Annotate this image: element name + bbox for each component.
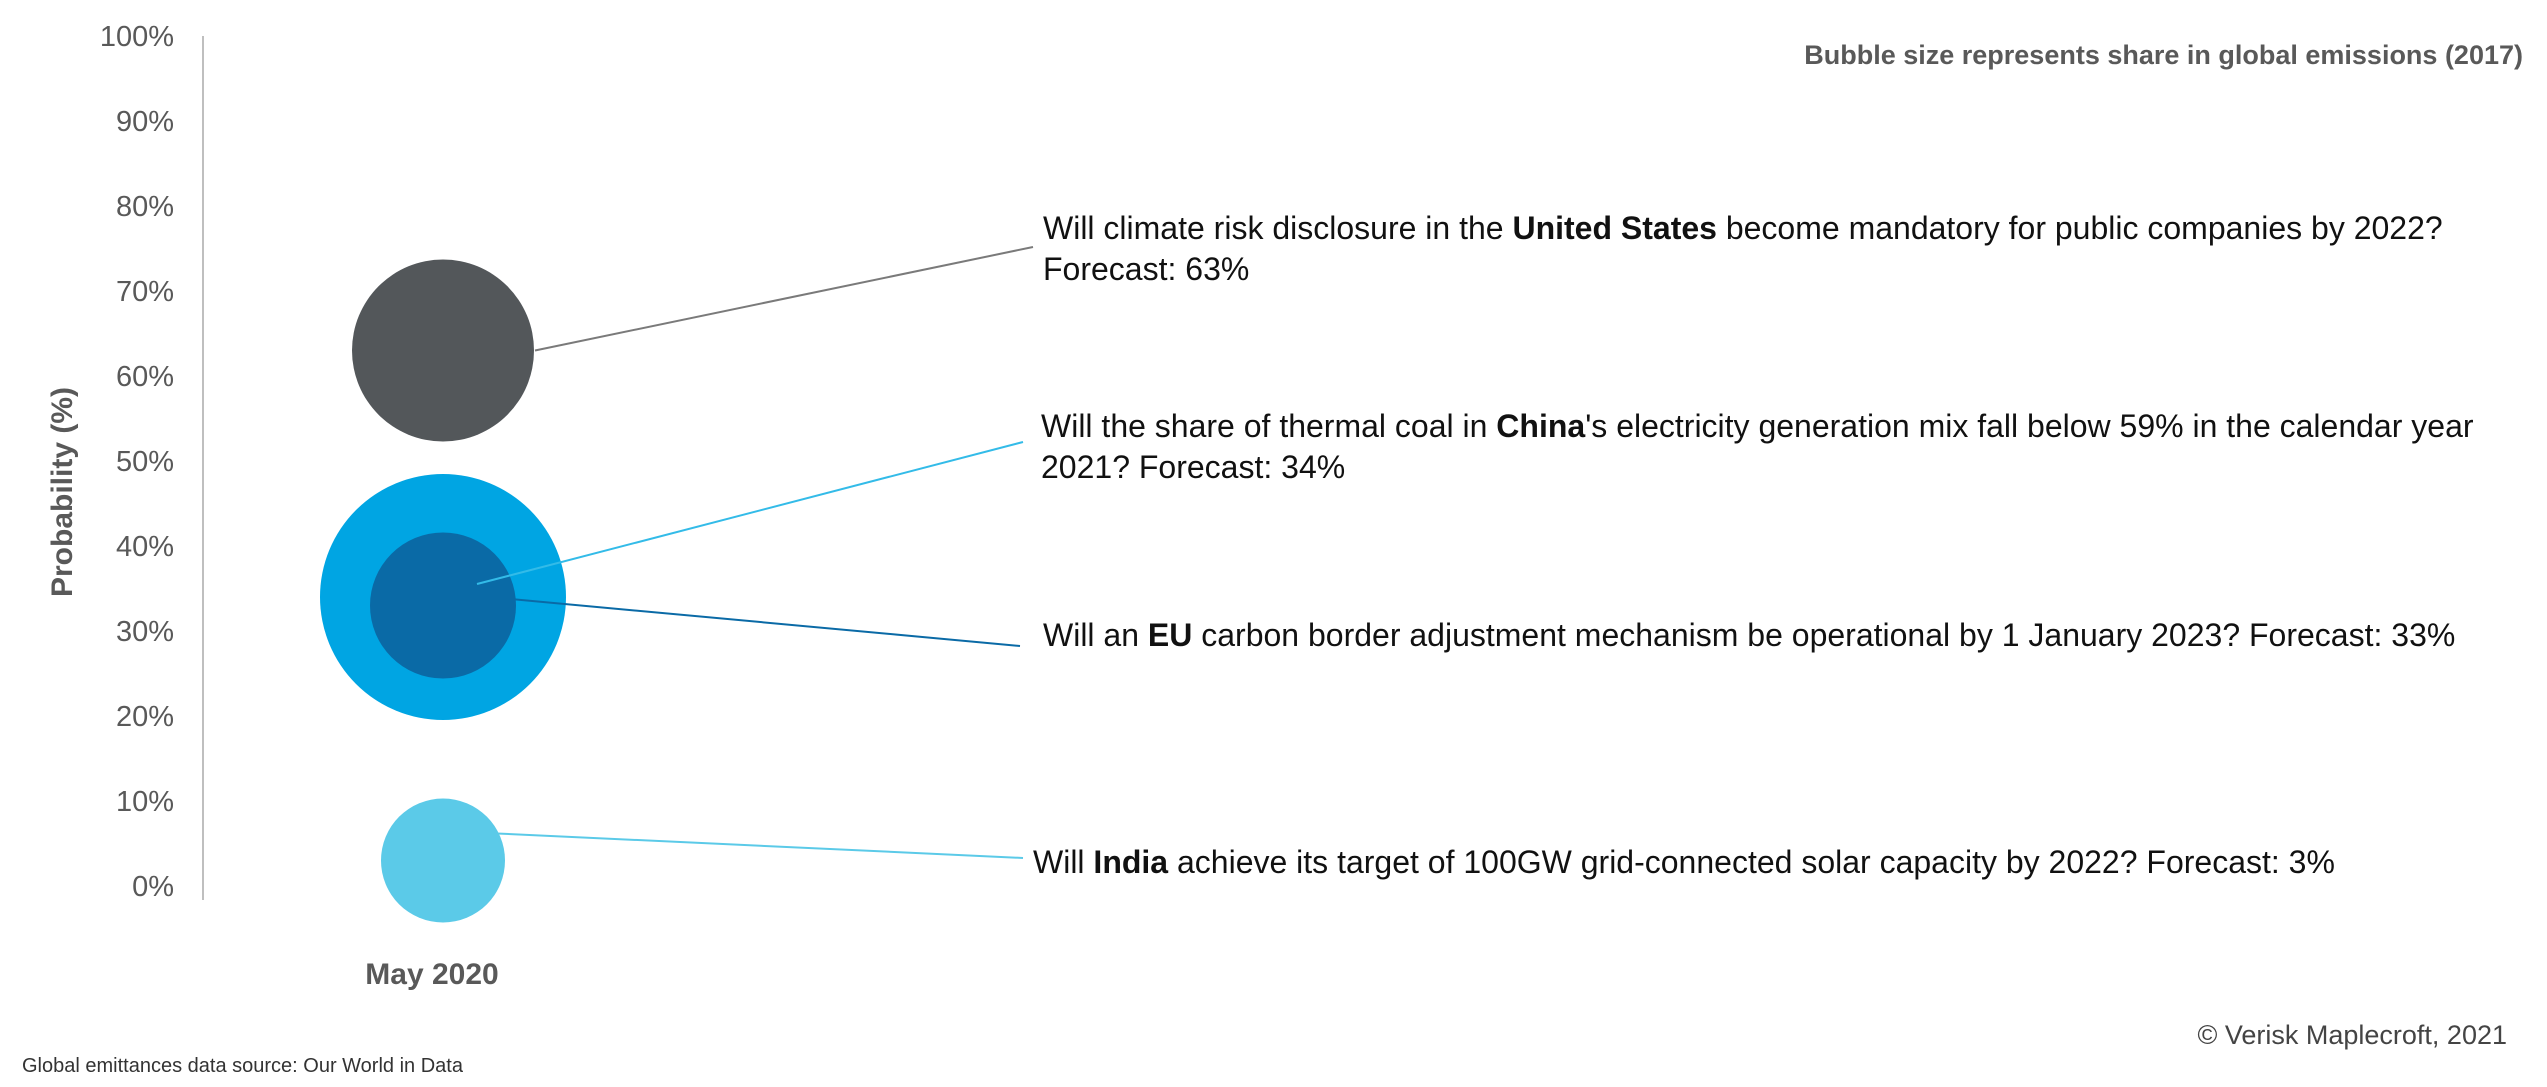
connector-united-states: [534, 246, 1034, 352]
annotation-country: India: [1093, 844, 1169, 880]
annotation-united-states: Will climate risk disclosure in the Unit…: [1043, 208, 2483, 290]
y-tick-label: 0%: [132, 871, 174, 903]
y-tick-label: 30%: [116, 616, 174, 648]
annotation-country: United States: [1512, 210, 1717, 246]
y-tick-label: 80%: [116, 191, 174, 223]
annotation-india: Will India achieve its target of 100GW g…: [1033, 842, 2523, 883]
annotation-text: Will an: [1043, 617, 1148, 653]
bubble-eu: [370, 532, 516, 679]
annotation-china: Will the share of thermal coal in China'…: [1041, 406, 2521, 488]
annotation-text: Will climate risk disclosure in the: [1043, 210, 1513, 246]
annotation-text: achieve its target of 100GW grid-connect…: [1168, 844, 2335, 880]
annotation-text: become mandatory for public companies by…: [1043, 210, 2443, 287]
bubble-india: [381, 798, 505, 923]
annotation-eu: Will an EU carbon border adjustment mech…: [1043, 615, 2503, 656]
copyright: © Verisk Maplecroft, 2021: [2197, 1020, 2507, 1050]
connector-lines: [476, 246, 1034, 859]
y-tick-label: 10%: [116, 786, 174, 818]
annotation-country: China: [1496, 408, 1586, 444]
y-tick-label: 20%: [116, 701, 174, 733]
x-category-label: May 2020: [365, 958, 498, 991]
y-tick-label: 40%: [116, 531, 174, 563]
bubble-size-note: Bubble size represents share in global e…: [1804, 40, 2523, 70]
bubble-united-states: [352, 259, 534, 442]
y-tick-label: 60%: [116, 361, 174, 393]
annotation-text: carbon border adjustment mechanism be op…: [1192, 617, 2456, 653]
y-axis-title: Probability (%): [46, 387, 79, 597]
annotation-country: EU: [1147, 617, 1193, 653]
connector-india: [496, 832, 1024, 859]
y-tick-label: 70%: [116, 276, 174, 308]
y-tick-label: 50%: [116, 446, 174, 478]
y-tick-label: 100%: [100, 21, 174, 53]
bubbles: [320, 259, 566, 923]
y-axis-ticks: 0% 10% 20% 30% 40% 50% 60% 70% 80% 90% 100%: [100, 21, 174, 903]
annotation-text: Will: [1033, 844, 1094, 880]
connector-china: [476, 441, 1024, 585]
annotation-text: Will the share of thermal coal in: [1041, 408, 1497, 444]
data-source-note: Global emittances data source: Our World…: [22, 1055, 463, 1077]
y-tick-label: 90%: [116, 106, 174, 138]
annotation-text: 's electricity generation mix fall below…: [1041, 408, 2474, 485]
connector-eu: [504, 597, 1021, 647]
